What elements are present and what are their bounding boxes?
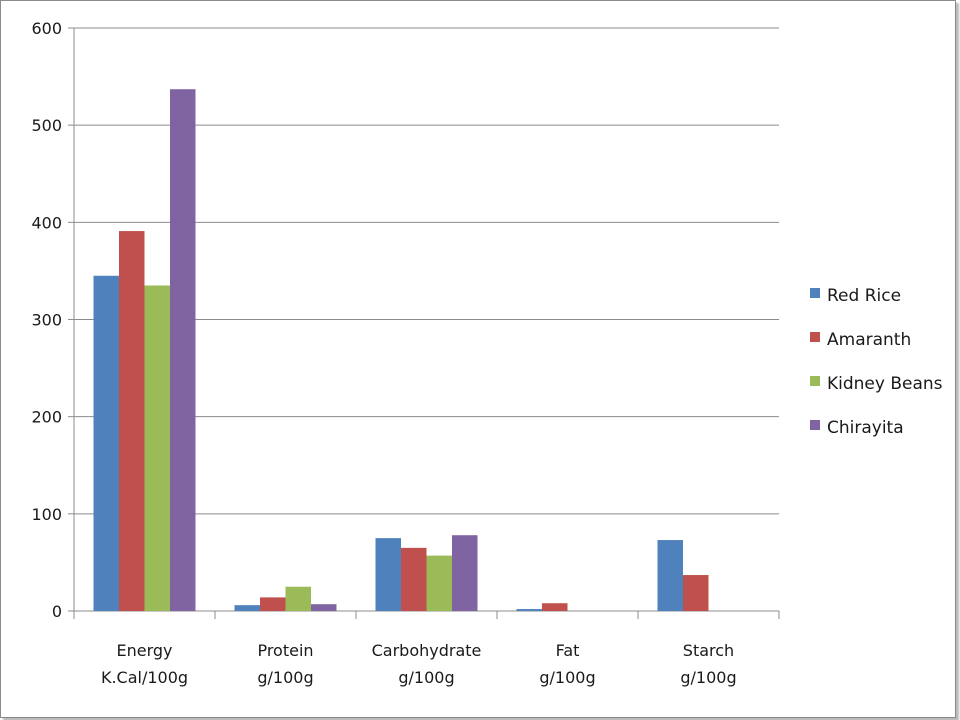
y-tick-label: 300	[31, 311, 62, 330]
bar-red-rice	[93, 275, 119, 611]
bar-chirayita	[311, 604, 337, 611]
legend-label: Red Rice	[827, 286, 901, 306]
y-tick-label: 600	[31, 19, 62, 38]
x-category-label: Energy	[116, 641, 172, 660]
legend: Red Rice Amaranth Kidney Beans Chirayita	[810, 286, 943, 438]
x-category-label: Fat	[556, 641, 580, 660]
bar-amaranth	[119, 231, 145, 611]
y-tick-label: 400	[31, 213, 62, 232]
bar-red-rice	[375, 538, 401, 611]
y-tick-label: 500	[31, 116, 62, 135]
bar-amaranth	[542, 603, 568, 611]
x-axis-labels: Energy K.Cal/100g Protein g/100g Carbohydrat…	[101, 641, 737, 687]
bar-kidney-beans	[426, 555, 452, 611]
bar-amaranth	[401, 547, 427, 611]
legend-label: Amaranth	[827, 330, 911, 350]
x-category-label: g/100g	[539, 668, 595, 687]
legend-swatch	[810, 376, 820, 386]
bar-red-rice	[657, 540, 683, 611]
x-category-label: Starch	[683, 641, 734, 660]
bar-red-rice	[516, 609, 542, 611]
x-category-label: K.Cal/100g	[101, 668, 188, 687]
x-category-label: g/100g	[257, 668, 313, 687]
x-category-label: Carbohydrate	[372, 641, 482, 660]
x-category-label: g/100g	[680, 668, 736, 687]
y-axis-ticks: 0 100 200 300 400 500 600	[31, 19, 62, 621]
y-tick-label: 200	[31, 408, 62, 427]
legend-swatch	[810, 288, 820, 298]
bar-chirayita	[452, 535, 478, 611]
bar-kidney-beans	[285, 586, 311, 611]
bar-kidney-beans	[144, 285, 170, 611]
bar-red-rice	[234, 605, 260, 611]
bar-chirayita	[170, 89, 196, 612]
legend-label: Chirayita	[827, 418, 904, 438]
x-category-label: g/100g	[398, 668, 454, 687]
legend-swatch	[810, 420, 820, 430]
x-category-label: Protein	[257, 641, 313, 660]
bar-amaranth	[260, 597, 286, 611]
legend-label: Kidney Beans	[827, 374, 943, 394]
bar-amaranth	[683, 575, 709, 611]
y-tick-label: 100	[31, 505, 62, 524]
bars	[93, 89, 709, 612]
y-tick-label: 0	[52, 602, 62, 621]
legend-swatch	[810, 332, 820, 342]
